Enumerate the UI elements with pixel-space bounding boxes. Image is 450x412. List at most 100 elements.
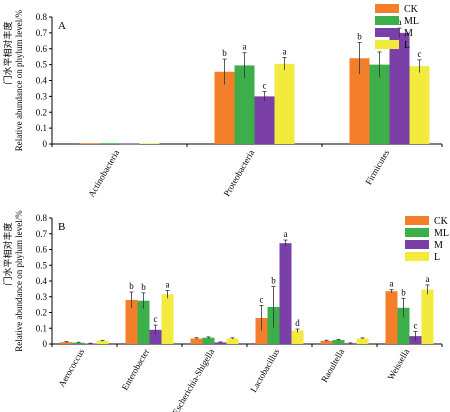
y-tick-label: 0.5	[36, 60, 48, 70]
significance-label: c	[263, 81, 267, 91]
y-tick-label: 0.3	[36, 91, 48, 101]
y-tick-label: 0	[43, 339, 48, 349]
legend-swatch	[405, 228, 429, 237]
category-label: Actinobacteria	[86, 148, 121, 199]
significance-label: a	[283, 46, 287, 56]
significance-label: a	[426, 274, 430, 284]
bar	[421, 289, 434, 344]
bar	[279, 243, 292, 344]
y-axis-label-cn: 门水平相对丰度	[2, 222, 14, 285]
panel-label: A	[58, 20, 66, 32]
significance-label: b	[141, 282, 146, 292]
bar	[349, 58, 370, 144]
bar	[149, 329, 162, 344]
bar	[125, 299, 138, 344]
y-tick-label: 0.7	[36, 229, 48, 239]
bar	[274, 63, 295, 144]
legend-label: ML	[434, 228, 449, 239]
y-axis-label: Relative abundance on phylum level/%	[14, 9, 24, 151]
y-tick-label: 0.2	[36, 107, 47, 117]
significance-label: c	[414, 320, 418, 330]
bar	[397, 307, 410, 344]
significance-label: a	[243, 42, 247, 52]
y-tick-label: 0.6	[36, 44, 48, 54]
bar	[226, 338, 239, 344]
bar	[190, 338, 203, 344]
category-label: Weissella	[385, 347, 411, 382]
category-label: Raoultella	[319, 347, 346, 384]
category-label: Proteobacteria	[222, 148, 257, 198]
legend-label: ML	[404, 16, 419, 27]
category-label: Enterobacter	[120, 347, 152, 392]
y-tick-label: 0.1	[36, 323, 47, 333]
significance-label: b	[129, 281, 134, 291]
legend-label: L	[404, 40, 410, 51]
legend-swatch	[375, 28, 399, 37]
bar	[139, 143, 160, 144]
bar	[214, 342, 227, 344]
bar	[356, 338, 369, 344]
y-tick-label: 0.6	[36, 245, 48, 255]
y-tick-label: 0.8	[36, 12, 48, 22]
panel-label: B	[58, 221, 65, 233]
legend-swatch	[375, 4, 399, 13]
category-label: Lactobacillus	[248, 347, 281, 394]
significance-label: c	[260, 294, 264, 304]
y-tick-label: 0.7	[36, 28, 48, 38]
category-label: Aerococcus	[56, 347, 86, 389]
bar	[99, 143, 120, 144]
y-axis-label-cn: 门水平相对丰度	[2, 21, 14, 84]
bar	[161, 294, 174, 344]
legend-swatch	[405, 240, 429, 249]
significance-label: b	[401, 287, 406, 297]
y-tick-label: 0	[43, 139, 48, 149]
bar	[137, 300, 150, 344]
bar	[255, 318, 268, 344]
bar	[320, 340, 333, 344]
legend-label: M	[404, 28, 413, 39]
chart-panel-a: Relative abundance on phylum level/%门水平相…	[2, 4, 443, 199]
significance-label: a	[284, 229, 288, 239]
significance-label: b	[271, 276, 276, 286]
bar	[60, 342, 73, 344]
bar	[202, 337, 215, 344]
significance-label: b	[357, 31, 362, 41]
bar	[291, 330, 304, 344]
category-label: Firmicutes	[363, 148, 391, 187]
bar	[119, 143, 140, 145]
y-tick-label: 0.4	[36, 276, 48, 286]
legend-swatch	[375, 40, 399, 49]
bar	[214, 71, 235, 144]
bar	[332, 340, 345, 344]
category-label: Escherichia-Shigella	[170, 347, 216, 412]
significance-label: c	[154, 314, 158, 324]
significance-label: a	[390, 279, 394, 289]
bar	[254, 96, 275, 144]
legend-swatch	[405, 252, 429, 261]
y-axis-label: Relative abundance on phylum level/%	[14, 210, 24, 352]
y-tick-label: 0.1	[36, 123, 47, 133]
significance-label: d	[295, 318, 300, 328]
significance-label: b	[222, 48, 227, 58]
legend-label: L	[434, 252, 440, 263]
y-tick-label: 0.5	[36, 260, 48, 270]
bar	[96, 340, 109, 344]
bar	[344, 343, 357, 344]
y-tick-label: 0.4	[36, 76, 48, 86]
bar	[79, 143, 100, 144]
legend-label: M	[434, 240, 443, 251]
bar	[72, 342, 85, 344]
bar	[409, 66, 430, 144]
bar	[389, 32, 410, 144]
legend-label: CK	[404, 4, 419, 15]
y-tick-label: 0.8	[36, 213, 48, 223]
bar	[369, 64, 390, 144]
legend-label: CK	[434, 216, 449, 227]
bar	[385, 291, 398, 344]
bar	[234, 65, 255, 144]
significance-label: a	[398, 17, 402, 27]
significance-label: a	[166, 279, 170, 289]
chart-panel-b: Relative abundance on phylum level/%门水平相…	[2, 210, 449, 412]
